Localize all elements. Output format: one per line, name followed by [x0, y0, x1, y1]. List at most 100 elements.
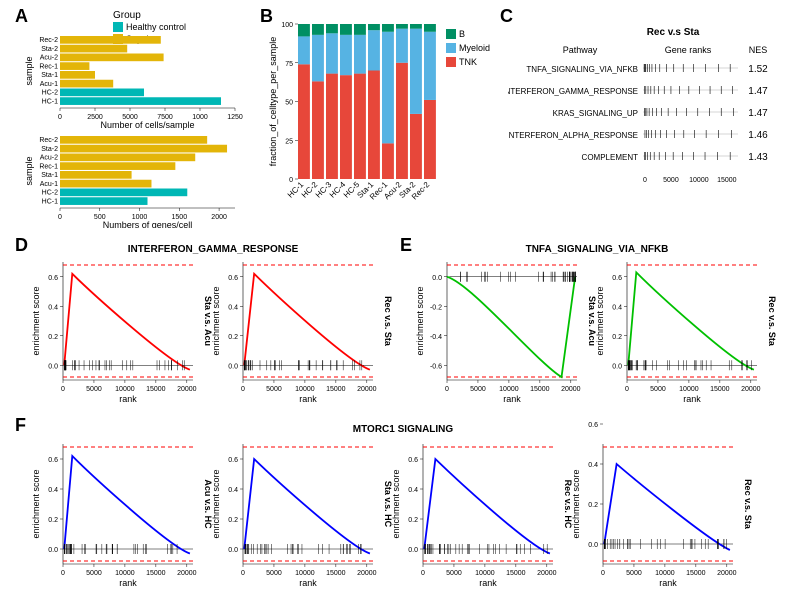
svg-text:0.2: 0.2 — [228, 517, 238, 524]
svg-text:0: 0 — [241, 570, 245, 577]
svg-text:0.2: 0.2 — [48, 517, 58, 524]
svg-text:5000: 5000 — [266, 570, 282, 577]
svg-text:enrichment score: enrichment score — [415, 286, 425, 355]
svg-text:0.0: 0.0 — [408, 547, 418, 554]
svg-text:15000: 15000 — [686, 570, 706, 577]
svg-text:Acu-2: Acu-2 — [40, 55, 58, 62]
svg-text:20000: 20000 — [717, 570, 737, 577]
svg-text:0: 0 — [58, 214, 62, 221]
svg-text:5000: 5000 — [266, 386, 282, 393]
svg-text:HC-2: HC-2 — [42, 90, 58, 97]
svg-text:0: 0 — [625, 386, 629, 393]
panel-c-chart: Rec v.s Sta Pathway Gene ranks NES TNFA_SIGN… — [508, 20, 788, 220]
svg-text:25: 25 — [285, 138, 293, 145]
svg-text:1.43: 1.43 — [748, 152, 768, 163]
svg-text:Sta-1: Sta-1 — [41, 72, 58, 79]
svg-text:15000: 15000 — [506, 570, 526, 577]
svg-text:enrichment score: enrichment score — [211, 286, 221, 355]
svg-text:0: 0 — [61, 570, 65, 577]
svg-text:enrichment score: enrichment score — [391, 469, 401, 538]
svg-text:1.47: 1.47 — [748, 108, 768, 119]
svg-text:COMPLEMENT: COMPLEMENT — [582, 153, 639, 162]
svg-text:0.0: 0.0 — [612, 363, 622, 370]
svg-text:Number of cells/sample: Number of cells/sample — [100, 120, 194, 130]
svg-text:rank: rank — [503, 394, 521, 404]
svg-text:Rec v.s. Sta: Rec v.s. Sta — [767, 296, 777, 347]
svg-text:Sta-2: Sta-2 — [41, 46, 58, 53]
svg-text:0.6: 0.6 — [48, 275, 58, 282]
svg-text:Group: Group — [113, 10, 141, 21]
svg-text:enrichment score: enrichment score — [595, 286, 605, 355]
svg-text:NES: NES — [749, 45, 768, 55]
svg-text:10000: 10000 — [295, 570, 315, 577]
svg-text:0.0: 0.0 — [48, 363, 58, 370]
svg-text:5000: 5000 — [86, 386, 102, 393]
svg-text:rank: rank — [119, 394, 137, 404]
svg-text:0.2: 0.2 — [228, 334, 238, 341]
svg-text:Rec-1: Rec-1 — [39, 163, 58, 170]
svg-text:rank: rank — [479, 578, 497, 588]
svg-text:10000: 10000 — [295, 386, 315, 393]
svg-text:15000: 15000 — [710, 386, 730, 393]
svg-text:5000: 5000 — [470, 386, 486, 393]
svg-text:0.4: 0.4 — [612, 304, 622, 311]
svg-text:Gene ranks: Gene ranks — [665, 45, 712, 55]
panel-f-label: F — [15, 415, 26, 436]
svg-text:INTERFERON_GAMMA_RESPONSE: INTERFERON_GAMMA_RESPONSE — [128, 244, 299, 255]
svg-text:enrichment score: enrichment score — [211, 469, 221, 538]
svg-text:rank: rank — [119, 578, 137, 588]
svg-text:1250: 1250 — [227, 114, 243, 121]
svg-text:2000: 2000 — [211, 214, 227, 221]
svg-text:Acu-1: Acu-1 — [40, 81, 58, 88]
panel-f-chart: MTORC1 SIGNALING 0.0 0.2 0.4 0.6 0 5000 10000 15… — [28, 420, 778, 605]
svg-text:0.4: 0.4 — [48, 487, 58, 494]
svg-text:0.2: 0.2 — [48, 334, 58, 341]
svg-text:Rec v.s Sta: Rec v.s Sta — [647, 27, 700, 38]
svg-text:0: 0 — [241, 386, 245, 393]
svg-text:15000: 15000 — [530, 386, 550, 393]
svg-text:INTERFERON_GAMMA_RESPONSE: INTERFERON_GAMMA_RESPONSE — [508, 87, 638, 96]
svg-text:10000: 10000 — [655, 570, 675, 577]
svg-text:20000: 20000 — [741, 386, 761, 393]
svg-text:Sta-1: Sta-1 — [41, 172, 58, 179]
svg-text:TNFA_SIGNALING_VIA_NFKB: TNFA_SIGNALING_VIA_NFKB — [526, 244, 669, 255]
svg-text:10000: 10000 — [115, 570, 135, 577]
svg-text:rank: rank — [299, 394, 317, 404]
panel-d-label: D — [15, 235, 28, 256]
svg-text:0.0: 0.0 — [228, 547, 238, 554]
svg-text:0.4: 0.4 — [228, 304, 238, 311]
svg-text:15000: 15000 — [146, 570, 166, 577]
svg-text:20000: 20000 — [357, 386, 377, 393]
svg-text:0: 0 — [643, 177, 647, 184]
svg-text:TNFA_SIGNALING_VIA_NFKB: TNFA_SIGNALING_VIA_NFKB — [526, 65, 638, 74]
svg-text:0.6: 0.6 — [48, 457, 58, 464]
svg-text:Rec v.s. Sta: Rec v.s. Sta — [743, 479, 753, 530]
panel-b-chart: 0255075100HC-1HC-2HC-3HC-4HC-5Sta-1Rec-1… — [268, 14, 493, 229]
svg-text:10000: 10000 — [689, 177, 709, 184]
svg-text:-0.4: -0.4 — [430, 334, 442, 341]
svg-text:0.4: 0.4 — [408, 487, 418, 494]
svg-text:B: B — [459, 29, 465, 39]
svg-text:0.2: 0.2 — [612, 334, 622, 341]
svg-text:Pathway: Pathway — [563, 45, 598, 55]
svg-text:10000: 10000 — [115, 386, 135, 393]
svg-text:MTORC1 SIGNALING: MTORC1 SIGNALING — [353, 424, 454, 435]
svg-text:enrichment score: enrichment score — [571, 469, 581, 538]
svg-text:rank: rank — [659, 578, 677, 588]
svg-text:20000: 20000 — [561, 386, 581, 393]
svg-text:0: 0 — [61, 386, 65, 393]
svg-text:0.2: 0.2 — [408, 517, 418, 524]
svg-text:0.6: 0.6 — [612, 275, 622, 282]
svg-text:0.6: 0.6 — [588, 422, 598, 429]
svg-text:15000: 15000 — [326, 386, 346, 393]
svg-text:1000: 1000 — [192, 114, 208, 121]
svg-text:0.6: 0.6 — [228, 457, 238, 464]
svg-text:-0.6: -0.6 — [430, 363, 442, 370]
svg-text:15000: 15000 — [717, 177, 737, 184]
svg-text:Numbers of genes/cell: Numbers of genes/cell — [103, 220, 193, 228]
svg-text:HC-1: HC-1 — [42, 98, 58, 105]
svg-text:Rec-2: Rec-2 — [39, 137, 58, 144]
svg-text:0.6: 0.6 — [408, 457, 418, 464]
panel-a-chart: GroupHealthy controlSepsisRec-2Sta-2Acu-… — [25, 8, 250, 228]
svg-text:5000: 5000 — [663, 177, 679, 184]
